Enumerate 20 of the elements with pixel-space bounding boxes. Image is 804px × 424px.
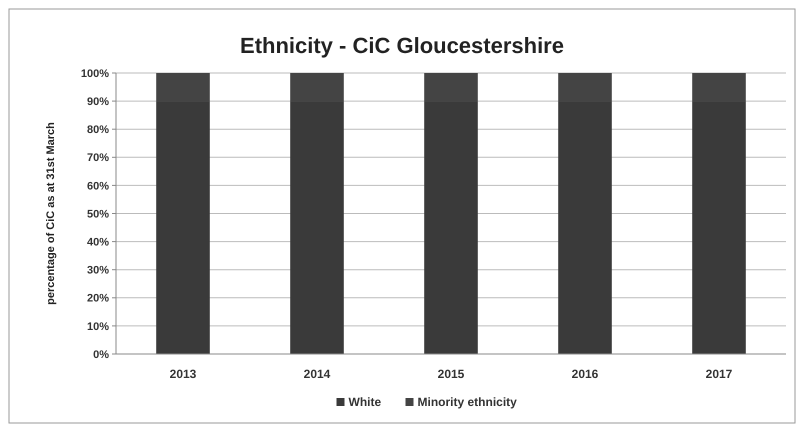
y-tick-label: 20% [86,292,110,305]
chart-title: Ethnicity - CiC Gloucestershire [240,33,564,58]
x-tick-label: 2014 [304,367,331,381]
y-tick-label: 0% [93,348,110,361]
y-tick-label: 40% [86,236,110,248]
x-tick-label: 2015 [438,367,465,381]
y-tick-label: 80% [86,124,110,136]
legend-label: White [348,395,382,410]
x-tick-label: 2016 [572,367,599,381]
y-tick-label: 100% [80,68,110,80]
y-tick-label: 50% [86,208,110,220]
x-tick-label: 2013 [170,367,197,381]
y-tick-label: 10% [86,320,110,333]
y-tick-label: 90% [86,96,110,108]
y-axis-title: percentage of CiC as at 31st March [45,122,57,305]
y-tick-label: 60% [86,180,110,192]
x-tick-label: 2017 [706,367,733,381]
y-tick-label: 70% [86,152,110,164]
legend-label: Minority ethnicity [418,395,518,410]
y-tick-label: 30% [86,264,110,277]
